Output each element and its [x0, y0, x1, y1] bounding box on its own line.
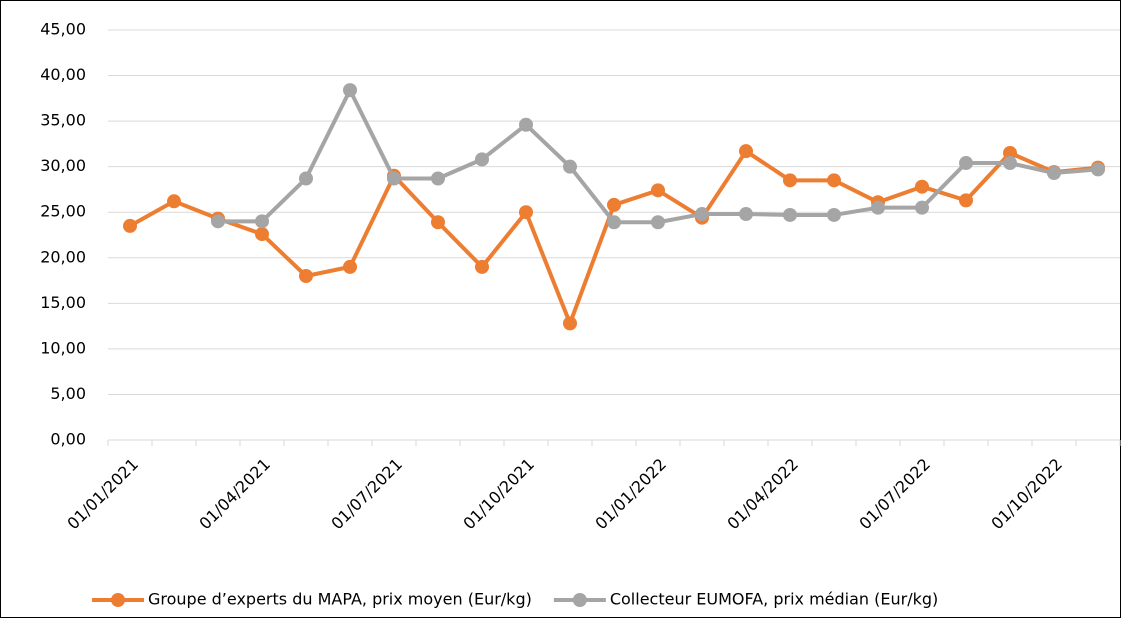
point: [519, 205, 533, 220]
point: [563, 159, 577, 174]
point: [783, 207, 797, 222]
point: [255, 227, 269, 242]
point: [475, 152, 489, 167]
point: [475, 259, 489, 274]
point: [739, 207, 753, 222]
legend-label: Collecteur EUMOFA, prix médian (Eur/kg): [610, 590, 938, 609]
point: [1003, 156, 1017, 171]
point: [651, 215, 665, 230]
point: [519, 117, 533, 132]
point: [1091, 162, 1105, 177]
y-tick-label: 40,00: [40, 65, 86, 84]
point: [431, 171, 445, 186]
point: [1003, 146, 1017, 160]
point: [563, 316, 577, 331]
point: [211, 214, 225, 229]
point: [959, 156, 973, 171]
point: [431, 215, 445, 230]
y-tick-label: 5,00: [50, 384, 86, 403]
legend-label: Groupe d’experts du MAPA, prix moyen (Eu…: [148, 590, 532, 609]
point: [695, 207, 709, 222]
point: [343, 259, 357, 274]
y-tick-label: 15,00: [40, 293, 86, 312]
y-tick-label: 0,00: [50, 430, 86, 449]
point: [651, 183, 665, 198]
point: [607, 197, 621, 212]
point: [959, 193, 973, 208]
point: [343, 83, 357, 98]
y-tick-label: 20,00: [40, 247, 86, 266]
point: [123, 218, 137, 233]
y-tick-label: 35,00: [40, 111, 86, 130]
point: [739, 144, 753, 159]
legend-marker: [111, 593, 125, 607]
y-tick-label: 10,00: [40, 338, 86, 357]
y-tick-label: 25,00: [40, 202, 86, 221]
point: [783, 173, 797, 188]
point: [299, 171, 313, 186]
point: [1047, 166, 1061, 181]
point: [915, 179, 929, 194]
legend-marker: [572, 593, 587, 607]
point: [167, 194, 181, 209]
point: [255, 214, 269, 229]
point: [387, 171, 401, 186]
point: [871, 200, 885, 215]
point: [827, 207, 841, 222]
point: [299, 269, 313, 283]
point: [827, 173, 841, 188]
point: [607, 215, 621, 230]
point: [915, 200, 929, 215]
y-tick-label: 45,00: [40, 20, 86, 39]
y-tick-label: 30,00: [40, 156, 86, 175]
